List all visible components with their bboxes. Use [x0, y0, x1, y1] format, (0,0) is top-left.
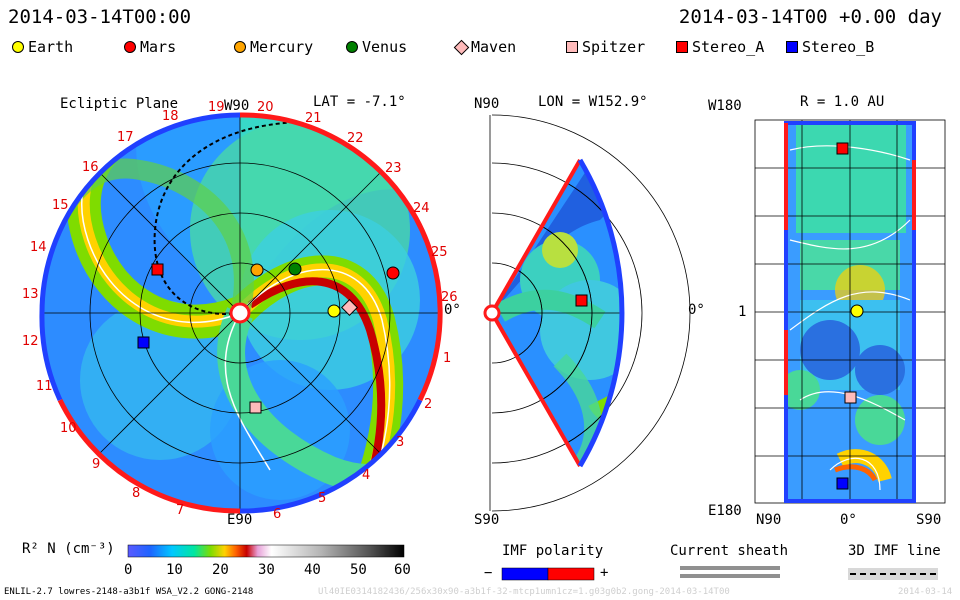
stereo-a-marker-icon — [836, 142, 849, 155]
imf-polarity-bar — [501, 567, 595, 581]
footer-date: 2014-03-14 — [898, 587, 953, 597]
maven-marker-icon — [341, 299, 358, 316]
zero-bottom-label: 0° — [840, 512, 857, 528]
svg-text:4: 4 — [362, 468, 370, 483]
svg-text:15: 15 — [52, 198, 69, 213]
svg-text:20: 20 — [257, 100, 274, 115]
sun-icon — [483, 304, 501, 322]
current-sheath-sample — [680, 566, 780, 578]
svg-text:8: 8 — [132, 486, 140, 501]
earth-marker-icon — [850, 304, 864, 318]
earth-marker-icon — [327, 304, 341, 318]
colorbar-tick-20: 20 — [212, 562, 229, 578]
svg-text:3: 3 — [396, 435, 404, 450]
svg-text:5: 5 — [318, 491, 326, 506]
stereo-a-marker-icon — [575, 294, 588, 307]
ecliptic-plane-panel: 1 2 3 4 5 6 7 8 9 10 11 12 13 14 15 16 1… — [22, 100, 458, 522]
ecliptic-plane-title: Ecliptic Plane — [60, 96, 179, 112]
mars-marker-icon — [124, 41, 136, 53]
colorbar-tick-50: 50 — [350, 562, 367, 578]
svg-text:11: 11 — [36, 379, 53, 394]
colorbar-tick-60: 60 — [394, 562, 411, 578]
legend-mercury: Mercury — [234, 38, 313, 56]
stereo-a-marker-icon — [151, 263, 164, 276]
w90-label: W90 — [224, 98, 250, 114]
footer-model-info: ENLIL-2.7 lowres-2148-a3b1f WSA_V2.2 GON… — [4, 587, 254, 597]
svg-text:18: 18 — [162, 109, 179, 124]
imf-line-sample — [848, 568, 938, 580]
sector-numbers: 1 2 3 4 5 6 7 8 9 10 11 12 13 14 15 16 1… — [22, 100, 458, 522]
n90-label: N90 — [474, 96, 500, 112]
svg-text:6: 6 — [273, 507, 281, 522]
radial-surface-panel — [754, 119, 946, 504]
imf-polarity-title: IMF polarity — [502, 543, 604, 559]
svg-text:21: 21 — [305, 111, 322, 126]
svg-text:17: 17 — [117, 130, 134, 145]
legend-stereo-b: Stereo_B — [786, 38, 874, 56]
legend-earth: Earth — [12, 38, 73, 56]
svg-text:19: 19 — [208, 100, 225, 115]
sun-icon — [229, 302, 251, 324]
legend-venus: Venus — [346, 38, 407, 56]
e180-label: E180 — [708, 503, 742, 519]
svg-text:7: 7 — [176, 503, 184, 518]
colorbar-label: R² N (cm⁻³) — [22, 541, 115, 557]
latitude-label: LAT = -7.1° — [313, 94, 406, 110]
imf-line-title: 3D IMF line — [848, 543, 941, 559]
svg-text:22: 22 — [347, 131, 364, 146]
right-timestamp: 2014-03-14T00 +0.00 day — [678, 6, 942, 28]
e90-label: E90 — [227, 512, 253, 528]
svg-text:14: 14 — [30, 240, 47, 255]
footer-run-id: Ul40IE0314182436/256x30x90-a3b1f-32-mtcp… — [318, 587, 730, 597]
earth-marker-icon — [12, 41, 24, 53]
spitzer-marker-icon — [566, 41, 578, 53]
stereo-a-marker-icon — [676, 41, 688, 53]
svg-text:1: 1 — [443, 351, 451, 366]
radius-label: R = 1.0 AU — [800, 94, 885, 110]
left-timestamp: 2014-03-14T00:00 — [8, 6, 192, 28]
legend-stereo-a: Stereo_A — [676, 38, 764, 56]
w180-label: W180 — [708, 98, 742, 114]
svg-text:16: 16 — [82, 160, 99, 175]
legend-spitzer: Spitzer — [566, 38, 645, 56]
venus-marker-icon — [346, 41, 358, 53]
stereo-b-marker-icon — [137, 336, 150, 349]
svg-text:10: 10 — [60, 421, 77, 436]
spitzer-marker-icon — [844, 391, 857, 404]
svg-text:13: 13 — [22, 287, 39, 302]
svg-text:24: 24 — [413, 201, 430, 216]
meridional-zero-label: 0° — [688, 302, 705, 318]
stereo-b-marker-icon — [786, 41, 798, 53]
legend-maven: Maven — [453, 38, 516, 56]
mars-marker-icon — [386, 266, 400, 280]
colorbar-tick-10: 10 — [166, 562, 183, 578]
svg-text:23: 23 — [385, 161, 402, 176]
imf-minus-label: − — [484, 565, 493, 581]
current-sheath-title: Current sheath — [670, 543, 789, 559]
svg-text:9: 9 — [92, 457, 100, 472]
mercury-marker-icon — [250, 263, 264, 277]
spitzer-marker-icon — [249, 401, 262, 414]
legend-mars: Mars — [124, 38, 176, 56]
mercury-marker-icon — [234, 41, 246, 53]
colorbar-tick-40: 40 — [304, 562, 321, 578]
colorbar-tick-30: 30 — [258, 562, 275, 578]
svg-text:12: 12 — [22, 334, 39, 349]
venus-marker-icon — [288, 262, 302, 276]
s90-label: S90 — [474, 512, 500, 528]
density-colorbar — [127, 544, 405, 558]
svg-text:2: 2 — [424, 397, 432, 412]
svg-text:26: 26 — [441, 290, 458, 305]
imf-plus-label: + — [600, 565, 609, 581]
svg-text:25: 25 — [431, 245, 448, 260]
panel3-mid-label: 1 — [738, 304, 747, 320]
n90-bottom-label: N90 — [756, 512, 782, 528]
s90-bottom-label: S90 — [916, 512, 942, 528]
colorbar-tick-0: 0 — [124, 562, 133, 578]
longitude-label: LON = W152.9° — [538, 94, 648, 110]
ecliptic-zero-label: 0° — [444, 302, 461, 318]
stereo-b-marker-icon — [836, 477, 849, 490]
